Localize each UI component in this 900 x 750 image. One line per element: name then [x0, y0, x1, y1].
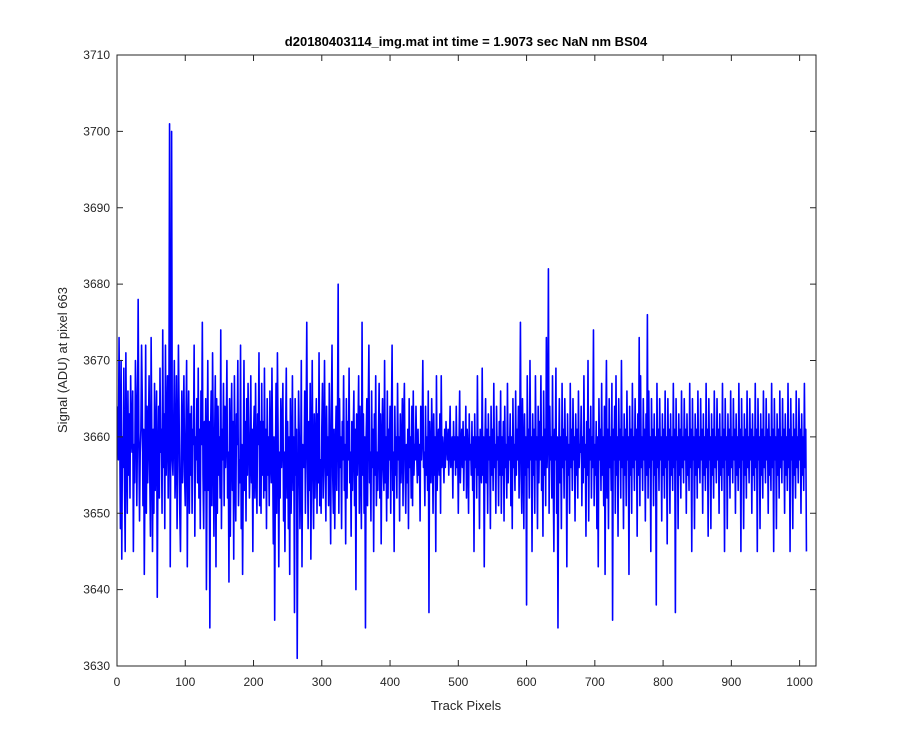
x-axis-label: Track Pixels — [431, 698, 502, 713]
y-tick-label: 3640 — [83, 583, 110, 597]
series-layer — [116, 122, 808, 660]
y-tick-label: 3700 — [83, 124, 110, 138]
chart-title: d20180403114_img.mat int time = 1.9073 s… — [285, 34, 648, 49]
x-tick-label: 800 — [653, 675, 673, 689]
x-tick-label: 900 — [721, 675, 741, 689]
x-tick-label: 200 — [244, 675, 264, 689]
x-tick-label: 500 — [448, 675, 468, 689]
y-tick-label: 3650 — [83, 506, 110, 520]
y-tick-label: 3630 — [83, 659, 110, 673]
y-tick-label: 3680 — [83, 277, 110, 291]
x-tick-label: 600 — [517, 675, 537, 689]
x-tick-label: 1000 — [786, 675, 813, 689]
series-line-0 — [116, 122, 808, 660]
x-tick-label: 700 — [585, 675, 605, 689]
y-tick-label: 3660 — [83, 430, 110, 444]
x-tick-label: 0 — [114, 675, 121, 689]
x-tick-label: 100 — [175, 675, 195, 689]
x-axis-ticks: 0 100 200 300 400 500 600 700 800 900 1000 — [114, 55, 813, 689]
y-tick-label: 3710 — [83, 48, 110, 62]
x-tick-label: 300 — [312, 675, 332, 689]
y-tick-label: 3690 — [83, 201, 110, 215]
y-axis-ticks: 3630 3640 3650 3660 3670 3680 3690 3700 3710 — [83, 48, 816, 673]
x-tick-label: 400 — [380, 675, 400, 689]
y-axis-label: Signal (ADU) at pixel 663 — [55, 287, 70, 433]
plot-area — [117, 55, 816, 666]
y-tick-label: 3670 — [83, 354, 110, 368]
